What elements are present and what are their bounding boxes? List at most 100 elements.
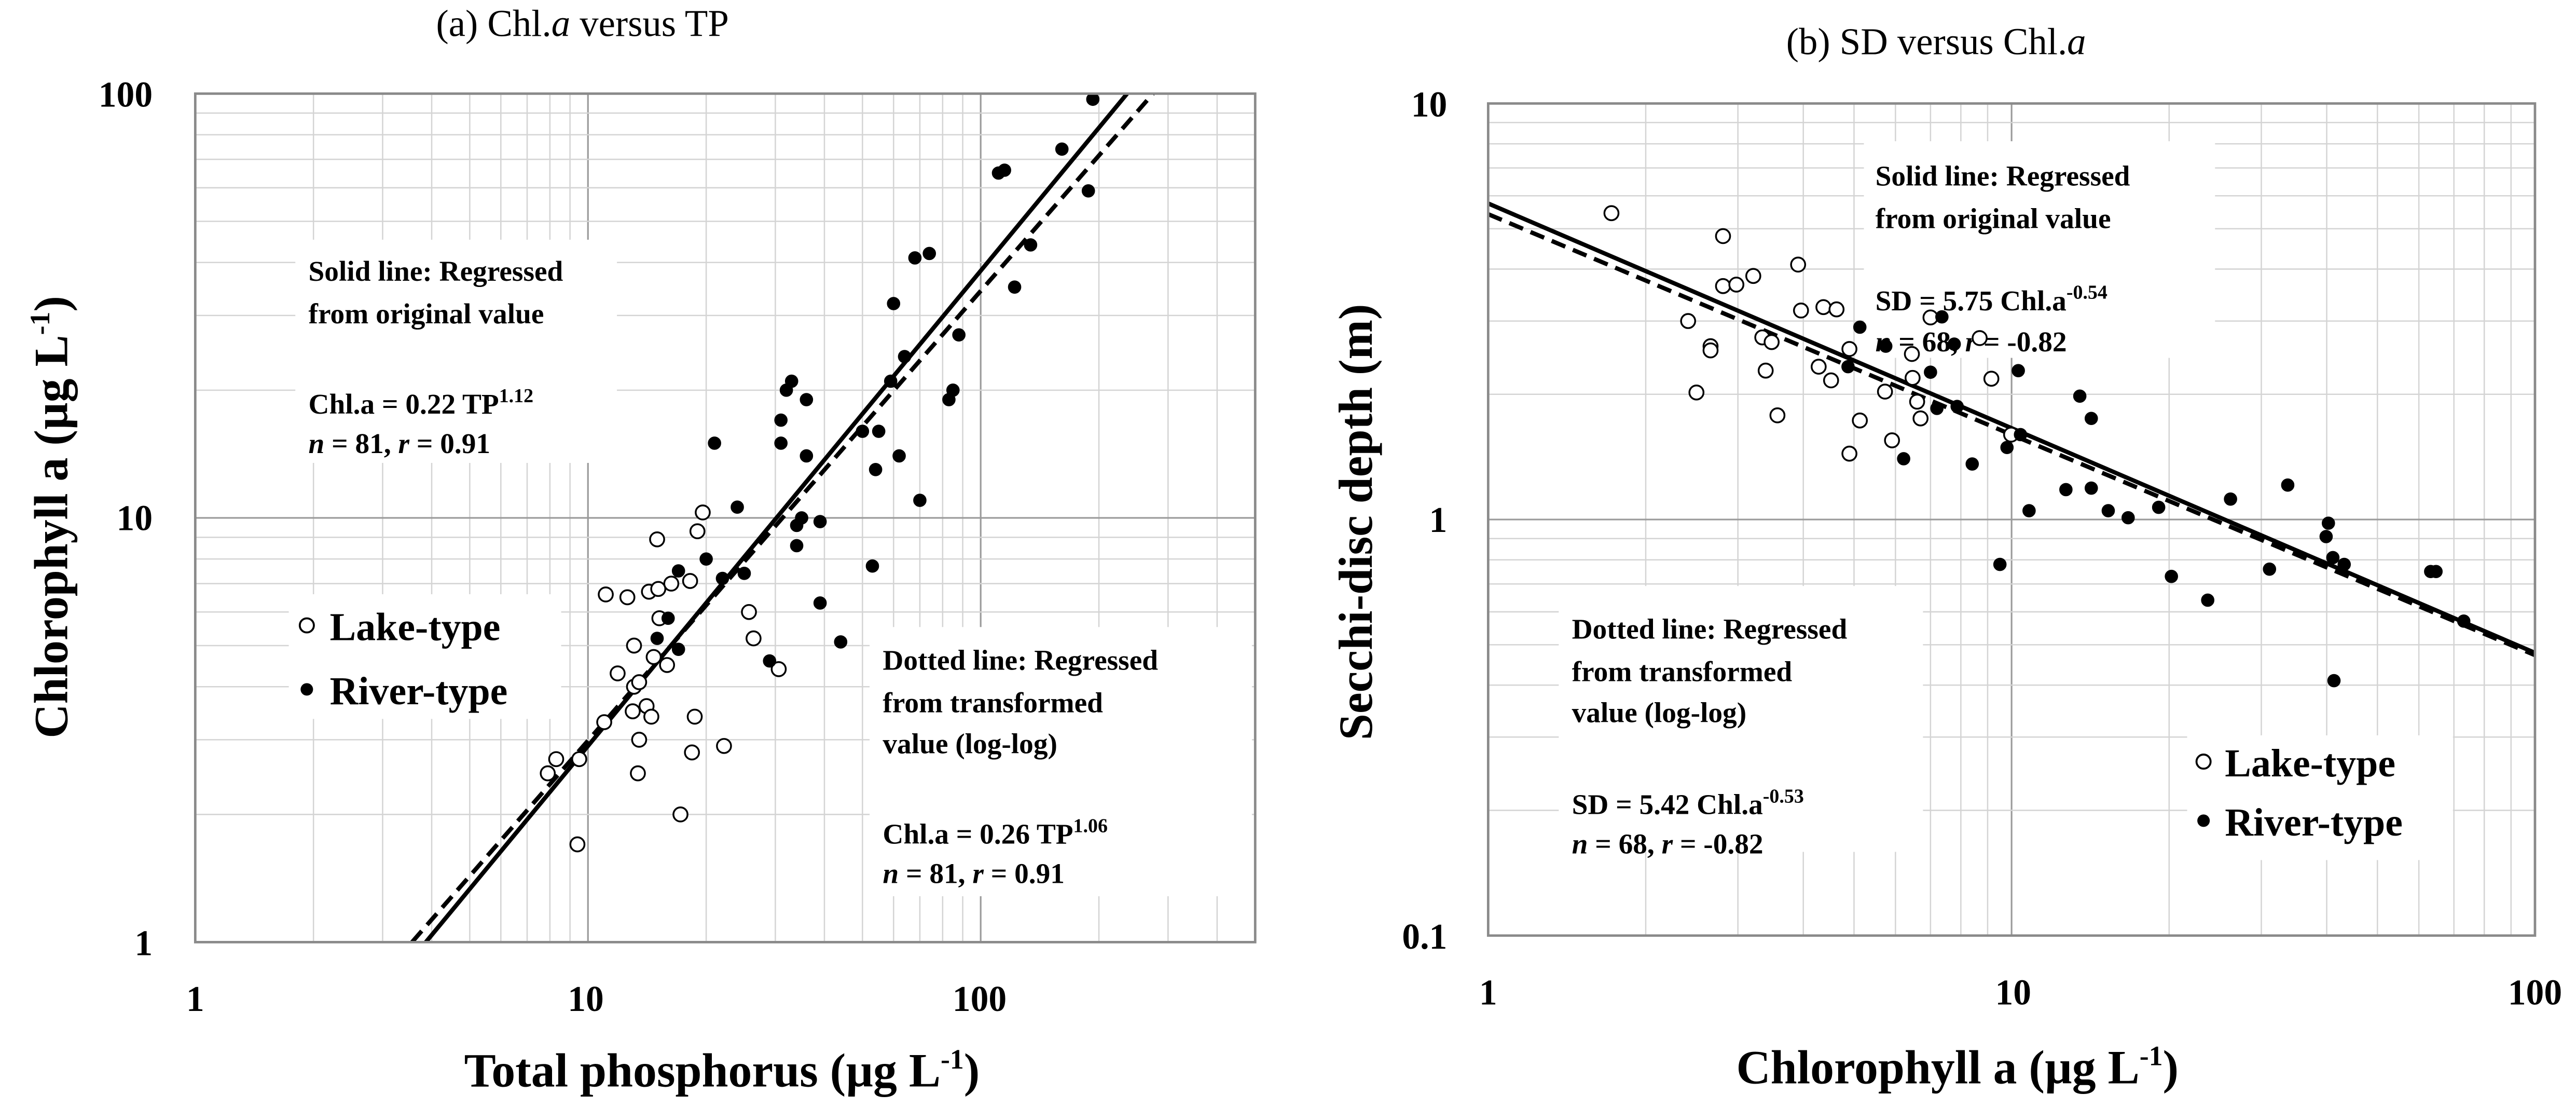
lake-type-point	[746, 630, 762, 647]
annotation-stats: n = 81, r = 0.91	[309, 428, 491, 459]
lake-type-point	[741, 604, 757, 620]
lake-type-point	[1909, 393, 1925, 410]
lake-type-point	[596, 714, 612, 730]
x-tick-label: 1	[186, 979, 204, 1019]
lake-type-point	[1757, 362, 1774, 379]
lake-type-point	[1810, 359, 1827, 375]
river-type-point	[1924, 365, 1937, 379]
lake-type-point	[631, 732, 648, 748]
annotation-equation: SD = 5.75 Chl.a-0.54	[1876, 282, 2107, 317]
river-type-point	[1086, 92, 1100, 106]
annotation-line: from original value	[309, 298, 544, 330]
lake-type-point	[1852, 412, 1868, 429]
river-type-point	[2321, 516, 2335, 530]
x-tick-label: 100	[2508, 973, 2562, 1013]
lake-type-point	[659, 657, 676, 673]
lake-type-point	[1877, 384, 1893, 400]
lake-type-point	[548, 751, 564, 768]
lake-type-point	[540, 765, 556, 782]
lake-type-point	[770, 661, 787, 677]
annotation-line: Solid line: Regressed	[1876, 160, 2130, 192]
river-type-point	[671, 642, 685, 656]
river-type-point	[800, 449, 814, 463]
legend-lake-type: Lake-type	[2225, 742, 2395, 785]
river-type-point	[661, 611, 675, 625]
river-type-point	[834, 635, 848, 649]
river-type-point	[1008, 280, 1022, 294]
chart-a-regression-lines	[410, 93, 1155, 942]
lake-type-point	[1841, 445, 1857, 462]
lake-type-point	[1793, 302, 1809, 319]
river-type-point	[1841, 360, 1855, 374]
y-tick-label: 10	[117, 499, 153, 539]
lake-type-point	[1905, 370, 1921, 386]
river-type-point	[1879, 339, 1893, 353]
lake-type-point	[1688, 384, 1705, 401]
lake-type-point	[571, 751, 587, 768]
lake-type-point	[1904, 346, 1920, 362]
annotation-line: from original value	[1876, 203, 2111, 235]
river-type-point	[731, 500, 744, 514]
chart-b-y-axis-label: Secchi-disc depth (m)	[1329, 304, 1382, 741]
river-type-point	[708, 436, 721, 450]
river-type-point	[2337, 557, 2351, 571]
river-type-point	[913, 494, 927, 507]
river-type-point	[942, 393, 956, 406]
river-type-point	[865, 559, 879, 573]
annotation-line: from transformed	[1572, 656, 1793, 688]
river-type-point	[699, 552, 713, 566]
river-type-point	[2281, 478, 2295, 492]
chart-a-solid-annotation: Solid line: Regressed from original valu…	[295, 239, 617, 463]
river-type-point	[2201, 593, 2214, 607]
annotation-line: value (log-log)	[883, 728, 1057, 760]
lake-type-point	[1983, 371, 2000, 387]
chart-b-plot-frame	[1486, 102, 2537, 937]
lake-type-point	[1790, 256, 1807, 273]
river-type-point	[2022, 504, 2036, 517]
river-type-point	[650, 632, 664, 645]
river-type-point	[2319, 530, 2333, 543]
river-type-point	[952, 328, 966, 342]
river-type-point	[1897, 452, 1910, 466]
river-type-point	[2012, 364, 2025, 377]
lake-type-point	[1745, 268, 1761, 284]
river-type-point	[2121, 511, 2135, 525]
annotation-equation: Chl.a = 0.26 TP1.06	[883, 815, 1108, 850]
lake-type-point	[631, 674, 648, 690]
river-type-point	[2084, 481, 2098, 495]
river-type-point	[898, 350, 912, 363]
lake-type-point	[684, 744, 700, 761]
lake-type-point	[1715, 278, 1731, 294]
river-type-point	[774, 413, 788, 427]
lake-type-point	[1728, 277, 1745, 293]
chart-a-dotted-annotation: Dotted line: Regressed from transformed …	[870, 627, 1252, 896]
river-type-point	[869, 462, 883, 476]
river-type-point	[908, 251, 922, 265]
river-type-point	[2327, 674, 2341, 688]
chart-a: (a) Chl.a versus TP Solid line: Regresse…	[24, 3, 1257, 1097]
chart-b-points	[1603, 205, 2471, 688]
y-tick-label: 1	[1429, 500, 1447, 540]
river-type-point	[2165, 569, 2178, 583]
river-type-point	[922, 247, 936, 261]
river-type-point	[2457, 614, 2471, 628]
river-type-point	[998, 163, 1011, 177]
legend-open-circle-icon	[2195, 754, 2212, 770]
river-type-point	[1965, 457, 1979, 471]
annotation-line: Dotted line: Regressed	[1572, 613, 1848, 645]
chart-a-legend: Lake-type River-type	[288, 594, 561, 719]
lake-type-point	[1841, 341, 1857, 357]
legend-open-circle-icon	[298, 617, 315, 634]
annotation-equation: SD = 5.42 Chl.a-0.53	[1572, 786, 1804, 820]
river-type-point	[1935, 310, 1949, 324]
chart-b-dotted-annotation: Dotted line: Regressed from transformed …	[1559, 586, 1923, 860]
lake-type-point	[689, 523, 706, 540]
annotation-line: value (log-log)	[1572, 697, 1747, 729]
lake-type-point	[619, 589, 636, 606]
chart-b-solid-annotation: Solid line: Regressed from original valu…	[1864, 141, 2215, 358]
y-tick-label: 0.1	[1402, 917, 1447, 957]
annotation-line: Dotted line: Regressed	[883, 644, 1158, 676]
solid-regression-line	[424, 93, 1129, 942]
lake-type-point	[610, 665, 626, 681]
